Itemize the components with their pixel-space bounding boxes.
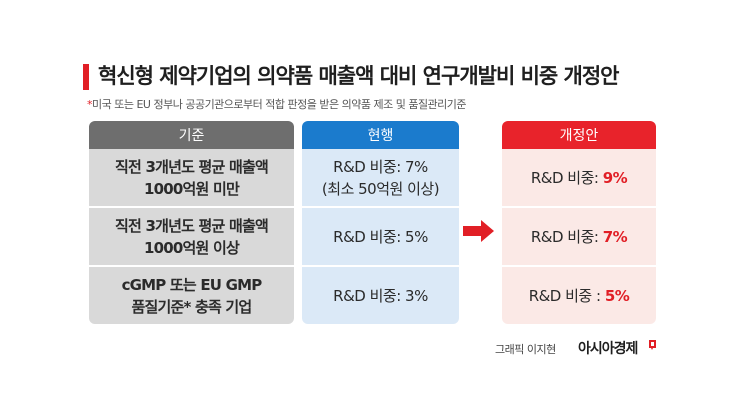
revised-cell-3: R&D 비중 : 5% (502, 265, 656, 324)
criteria-cell-1-line2: 1000억원 미만 (144, 179, 240, 198)
revised-header: 개정안 (502, 121, 656, 149)
criteria-header: 기준 (89, 121, 294, 149)
current-cell-1-line1: R&D 비중: 7% (333, 157, 428, 176)
current-cell-2-line1: R&D 비중: 5% (333, 227, 428, 246)
revised-cell-1-label: R&D 비중: (530, 168, 603, 187)
criteria-cell-1: 직전 3개년도 평균 매출액 1000억원 미만 (89, 149, 294, 206)
revised-cell-1: R&D 비중: 9% (502, 149, 656, 206)
title-accent-bar (83, 64, 89, 90)
right-arrow-icon (463, 220, 494, 242)
criteria-column: 기준 직전 3개년도 평균 매출액 1000억원 미만 직전 3개년도 평균 매출… (89, 121, 294, 324)
graphic-credit: 그래픽 이지현 (495, 343, 556, 356)
revised-cell-2-label: R&D 비중: (530, 227, 603, 246)
brand-logo: 아시아경제 (578, 341, 638, 357)
revised-cell-1-value: 9% (602, 168, 628, 187)
brand-mark-icon (649, 340, 656, 350)
current-column: 현행 R&D 비중: 7% (최소 50억원 이상) R&D 비중: 5% R&D… (302, 121, 459, 324)
page-title: 혁신형 제약기업의 의약품 매출액 대비 연구개발비 비중 개정안 (98, 64, 619, 88)
current-cell-1: R&D 비중: 7% (최소 50억원 이상) (302, 149, 459, 206)
subtitle: *미국 또는 EU 정부나 공공기관으로부터 적합 판정을 받은 의약품 제조 … (87, 96, 467, 112)
current-header: 현행 (302, 121, 459, 149)
current-cell-3: R&D 비중: 3% (302, 265, 459, 324)
revised-column: 개정안 R&D 비중: 9% R&D 비중: 7% R&D 비중 : 5% (502, 121, 656, 324)
revised-cell-3-value: 5% (604, 286, 630, 305)
current-cell-3-line1: R&D 비중: 3% (333, 286, 428, 305)
revised-cell-2: R&D 비중: 7% (502, 206, 656, 265)
current-cell-1-line2: (최소 50억원 이상) (321, 179, 440, 198)
criteria-cell-3-line2: 품질기준* 충족 기업 (131, 297, 253, 316)
criteria-cell-3-line1: cGMP 또는 EU GMP (121, 275, 263, 294)
revised-cell-3-label: R&D 비중 : (528, 286, 605, 305)
criteria-cell-3: cGMP 또는 EU GMP 품질기준* 충족 기업 (89, 265, 294, 324)
footnote-text: 미국 또는 EU 정부나 공공기관으로부터 적합 판정을 받은 의약품 제조 및… (92, 98, 467, 111)
footnote-marker: * (87, 98, 93, 111)
revised-cell-2-value: 7% (602, 227, 628, 246)
criteria-cell-2-line1: 직전 3개년도 평균 매출액 (115, 216, 269, 235)
criteria-cell-2: 직전 3개년도 평균 매출액 1000억원 이상 (89, 206, 294, 265)
criteria-cell-2-line2: 1000억원 이상 (144, 238, 240, 257)
criteria-cell-1-line1: 직전 3개년도 평균 매출액 (115, 157, 269, 176)
current-cell-2: R&D 비중: 5% (302, 206, 459, 265)
